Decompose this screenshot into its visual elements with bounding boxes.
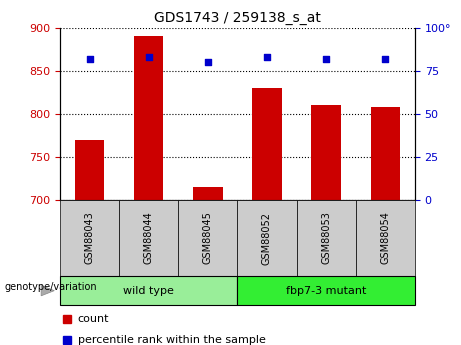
Point (204, 59, 212, 65)
Bar (237, 276, 415, 305)
Text: genotype/variation: genotype/variation (5, 282, 97, 292)
Polygon shape (41, 286, 54, 296)
Bar (60, 276, 237, 305)
Bar (134, 36, 164, 200)
Bar (60, 200, 119, 276)
Text: GSM88052: GSM88052 (262, 211, 272, 265)
Text: GSM88053: GSM88053 (321, 211, 331, 265)
Bar (237, 200, 296, 276)
Text: count: count (77, 314, 109, 324)
Point (322, 56, 330, 61)
Bar (356, 200, 415, 276)
Bar (296, 200, 356, 276)
Text: wild type: wild type (123, 286, 174, 296)
Text: GSM88043: GSM88043 (84, 212, 95, 264)
Text: GSM88045: GSM88045 (203, 211, 213, 265)
Bar (311, 105, 341, 200)
Title: GDS1743 / 259138_s_at: GDS1743 / 259138_s_at (154, 11, 321, 25)
Point (145, 54, 152, 60)
Point (382, 56, 389, 61)
Text: GSM88044: GSM88044 (144, 212, 154, 264)
Point (86, 56, 93, 61)
Text: fbp7-3 mutant: fbp7-3 mutant (286, 286, 366, 296)
Bar (119, 200, 178, 276)
Bar (193, 187, 223, 200)
Bar (178, 200, 237, 276)
Text: percentile rank within the sample: percentile rank within the sample (77, 335, 266, 345)
Bar (371, 107, 400, 200)
Bar (75, 140, 104, 200)
Bar (252, 88, 282, 200)
Point (263, 54, 271, 60)
Text: GSM88054: GSM88054 (380, 211, 390, 265)
